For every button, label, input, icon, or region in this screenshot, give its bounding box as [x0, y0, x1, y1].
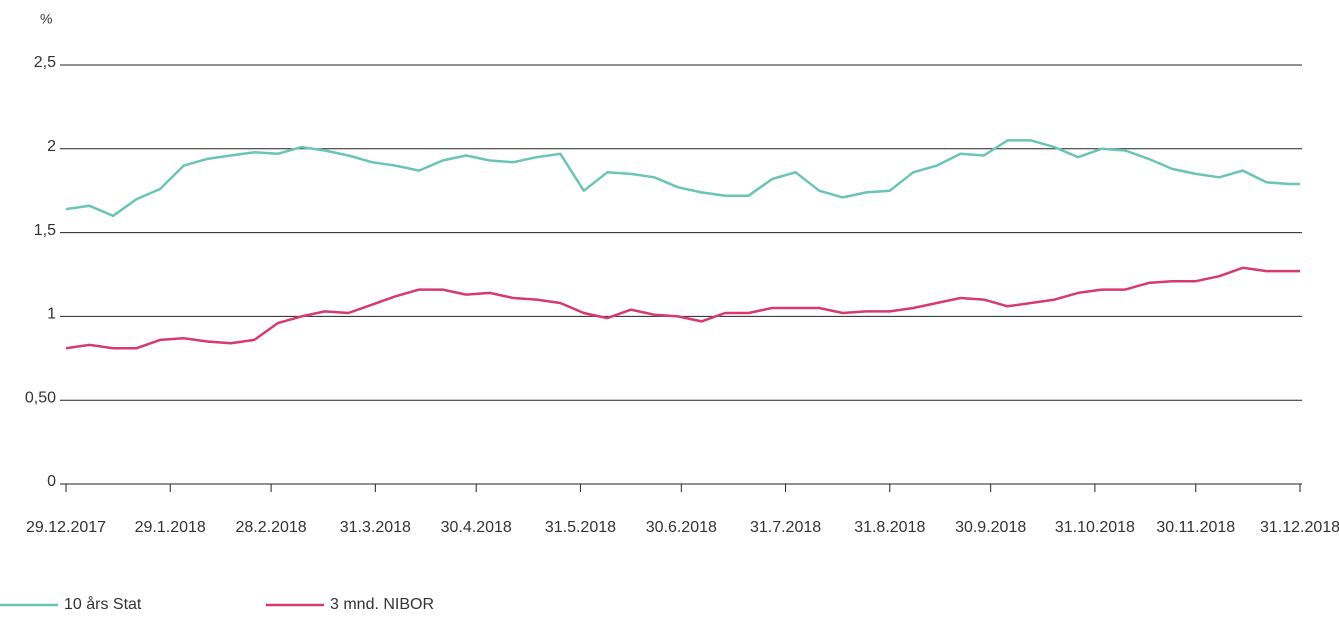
x-tick-label: 30.4.2018: [441, 519, 512, 536]
x-tick-label: 29.1.2018: [135, 519, 206, 536]
y-tick-label: 1: [47, 306, 56, 323]
legend-label: 3 mnd. NIBOR: [330, 596, 434, 613]
y-tick-label: 1,5: [34, 222, 56, 239]
y-tick-label: 0: [47, 473, 56, 490]
y-tick-label: 2: [47, 138, 56, 155]
x-tick-label: 28.2.2018: [236, 519, 307, 536]
y-tick-label: 0,50: [25, 389, 56, 406]
x-tick-label: 31.12.2018: [1260, 519, 1339, 536]
x-tick-label: 31.10.2018: [1055, 519, 1135, 536]
y-tick-label: 2,5: [34, 54, 56, 71]
x-tick-label: 29.12.2017: [26, 519, 106, 536]
x-tick-label: 31.3.2018: [340, 519, 411, 536]
x-tick-label: 31.7.2018: [750, 519, 821, 536]
line-series: [65, 139, 1300, 218]
legend-label: 10 års Stat: [64, 595, 142, 613]
x-tick-label: 30.11.2018: [1156, 519, 1235, 536]
x-tick-label: 31.8.2018: [854, 519, 925, 536]
line-series: [65, 266, 1300, 350]
x-tick-label: 30.6.2018: [646, 519, 717, 536]
y-axis-label: %: [40, 11, 52, 27]
x-tick-label: 31.5.2018: [545, 519, 616, 536]
x-tick-label: 30.9.2018: [955, 519, 1026, 536]
